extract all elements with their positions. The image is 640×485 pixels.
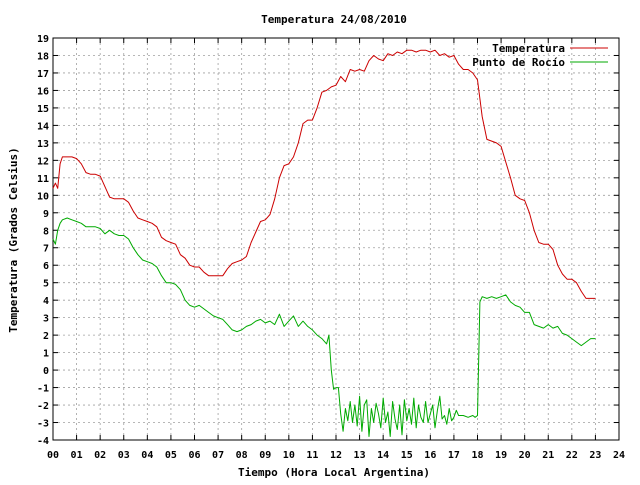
x-tick-label: 15 [401,450,413,461]
x-tick-label: 13 [354,450,366,461]
x-tick-label: 10 [283,450,295,461]
y-tick-label: 6 [43,261,49,272]
x-tick-label: 02 [94,450,106,461]
y-tick-label: -4 [37,436,49,447]
y-tick-label: 12 [37,156,49,167]
legend-label-temperatura: Temperatura [492,42,565,55]
axis-ticks: -4-3-2-101234567891011121314151617181900… [37,34,625,461]
y-tick-label: 13 [37,139,49,150]
y-tick-label: -1 [37,384,49,395]
x-tick-label: 00 [47,450,59,461]
y-tick-label: 0 [43,366,49,377]
y-tick-label: 5 [43,279,49,290]
legend: Temperatura Punto de Rocío [472,42,608,69]
y-tick-label: 1 [43,349,49,360]
y-tick-label: 10 [37,191,49,202]
x-tick-label: 08 [236,450,248,461]
y-tick-label: 7 [43,244,49,255]
y-tick-label: 15 [37,104,49,115]
y-tick-label: 19 [37,34,49,45]
x-tick-label: 22 [566,450,578,461]
x-tick-label: 01 [71,450,83,461]
x-tick-label: 04 [141,450,153,461]
y-axis-label: Temperatura (Grados Celsius) [7,147,20,332]
x-tick-label: 06 [188,450,200,461]
x-tick-label: 17 [448,450,460,461]
x-tick-label: 19 [495,450,507,461]
series-line-temperatura [52,49,596,299]
x-tick-label: 14 [377,450,389,461]
grid [53,38,619,440]
y-tick-label: 4 [43,296,49,307]
x-tick-label: 20 [519,450,531,461]
y-tick-label: 14 [37,121,49,132]
y-tick-label: 3 [43,314,49,325]
series-layer [52,49,596,437]
x-axis-label: Tiempo (Hora Local Argentina) [238,466,430,479]
x-tick-label: 11 [306,450,318,461]
y-tick-label: 2 [43,331,49,342]
y-tick-label: -3 [37,419,49,430]
x-tick-label: 12 [330,450,342,461]
chart-title: Temperatura 24/08/2010 [261,13,407,26]
y-tick-label: 8 [43,226,49,237]
series-line-punto-de-rocio [52,217,596,437]
x-tick-label: 23 [589,450,601,461]
y-tick-label: 17 [37,69,49,80]
y-tick-label: 11 [37,174,49,185]
legend-label-punto-de-rocio: Punto de Rocío [472,56,565,69]
x-tick-label: 07 [212,450,224,461]
y-tick-label: 18 [37,51,49,62]
y-tick-label: 9 [43,209,49,220]
x-tick-label: 05 [165,450,177,461]
x-tick-label: 21 [542,450,554,461]
y-tick-label: -2 [37,401,49,412]
x-tick-label: 09 [259,450,271,461]
y-tick-label: 16 [37,86,49,97]
x-tick-label: 16 [424,450,436,461]
x-tick-label: 24 [613,450,625,461]
x-tick-label: 18 [471,450,483,461]
x-tick-label: 03 [118,450,130,461]
